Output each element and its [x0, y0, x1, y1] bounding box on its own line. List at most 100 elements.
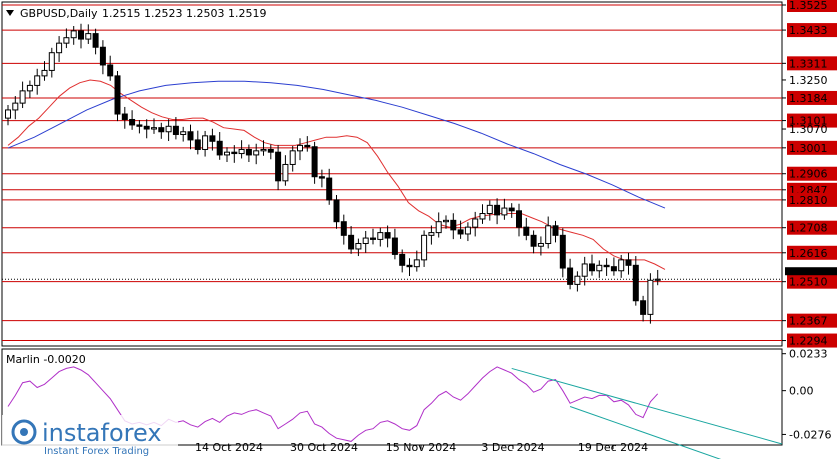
candle-14	[107, 55, 114, 81]
candle-74	[545, 216, 552, 249]
osc-tick-2: -0.0276	[782, 428, 831, 441]
y-tick-0: 1.3525	[782, 0, 837, 12]
time-axis: 14 Oct 2024 30 Oct 2024 15 Nov 2024 3 Dec 2…	[195, 441, 648, 454]
candle-7	[56, 36, 63, 62]
candle-11	[85, 24, 92, 44]
ohlc-values: 1.2515 1.2523 1.2503 1.2519	[102, 7, 266, 20]
y-tick-label-3: 1.3250	[789, 74, 828, 87]
candle-63	[464, 222, 471, 242]
y-tick-label-8: 1.2906	[789, 168, 828, 181]
candle-37	[275, 145, 282, 191]
candle-34	[253, 143, 260, 165]
y-tick-4: 1.3184	[782, 90, 837, 105]
current-price-badge	[785, 267, 837, 276]
x-tick-label-4: 19 Dec 2024	[578, 441, 648, 454]
candle-4	[34, 68, 41, 95]
ma-slow-line	[7, 80, 666, 209]
candle-83	[610, 257, 617, 276]
candle-39	[289, 145, 296, 172]
y-tick-label-6: 1.3070	[789, 123, 828, 136]
candle-89	[654, 269, 661, 286]
candle-85	[625, 252, 632, 275]
candle-41	[304, 136, 311, 152]
y-tick-label-14: 1.2367	[789, 315, 828, 328]
osc-tick-label-2: -0.0276	[789, 428, 831, 441]
y-tick-1: 1.3433	[782, 23, 837, 38]
logo-brand: instaforex	[42, 419, 162, 447]
candle-61	[450, 213, 457, 240]
candle-64	[472, 211, 479, 237]
candle-15	[114, 70, 121, 122]
y-tick-14: 1.2367	[782, 313, 837, 328]
candle-66	[486, 200, 493, 221]
candle-35	[260, 140, 267, 156]
x-tick-4: 19 Dec 2024	[578, 441, 648, 454]
x-tick-3: 3 Dec 2024	[481, 441, 544, 454]
candle-1	[12, 96, 19, 120]
candle-9	[70, 25, 77, 45]
candle-51	[377, 227, 384, 247]
candle-84	[618, 254, 625, 278]
candle-59	[435, 212, 442, 238]
candle-22	[165, 119, 172, 142]
candle-56	[413, 250, 420, 272]
candle-28	[209, 128, 216, 151]
candle-38	[282, 155, 289, 186]
candle-70	[516, 203, 522, 237]
candle-42	[311, 141, 318, 184]
candle-54	[399, 249, 406, 273]
candle-80	[589, 254, 595, 276]
candle-68	[501, 198, 508, 220]
candle-69	[508, 203, 515, 218]
candle-2	[19, 81, 26, 109]
candle-44	[326, 168, 333, 205]
candle-76	[559, 228, 566, 278]
osc-tick-label-0: 0.0233	[789, 348, 828, 361]
y-tick-label-4: 1.3184	[789, 92, 828, 105]
oscillator-axis: 0.0233 0.00 -0.0276	[782, 348, 831, 441]
candle-0	[5, 105, 11, 126]
channel-upper-line	[511, 367, 783, 445]
y-tick-label-11: 1.2708	[789, 222, 828, 235]
candle-60	[443, 215, 449, 229]
candle-82	[603, 258, 610, 276]
candle-17	[129, 110, 136, 130]
collapse-triangle-icon[interactable]	[6, 10, 14, 16]
candle-12	[92, 28, 99, 55]
candle-72	[530, 230, 537, 254]
symbol-label: GBPUSD,Daily	[20, 7, 98, 20]
oscillator-series	[7, 366, 783, 459]
candle-46	[340, 214, 347, 245]
candle-29	[216, 132, 223, 160]
candle-19	[143, 119, 150, 139]
x-tick-2: 15 Nov 2024	[386, 441, 456, 454]
oscillator-frame	[1, 348, 783, 446]
candle-25	[187, 124, 194, 150]
candle-21	[158, 122, 165, 139]
candle-75	[552, 220, 559, 243]
candle-8	[63, 28, 70, 49]
candle-88	[647, 273, 654, 324]
candles	[5, 23, 661, 324]
moving-averages	[7, 79, 666, 270]
x-tick-label-3: 3 Dec 2024	[481, 441, 544, 454]
candle-77	[567, 258, 574, 290]
y-tick-3: 1.3250	[782, 74, 828, 87]
osc-tick-1: 0.00	[782, 385, 814, 398]
y-tick-label-13: 1.2510	[789, 276, 828, 289]
candle-52	[384, 225, 391, 248]
candle-78	[574, 271, 581, 292]
y-tick-11: 1.2708	[782, 220, 837, 235]
y-tick-label-5: 1.3101	[789, 115, 828, 128]
x-tick-0: 14 Oct 2024	[195, 441, 263, 454]
y-tick-12: 1.2616	[782, 245, 837, 260]
candle-13	[99, 40, 106, 75]
candle-18	[136, 120, 143, 134]
candle-43	[318, 169, 325, 188]
candle-79	[581, 256, 588, 286]
candle-48	[355, 238, 362, 257]
candle-3	[26, 80, 33, 98]
candle-36	[267, 144, 274, 160]
channel-lower-line	[569, 406, 722, 459]
